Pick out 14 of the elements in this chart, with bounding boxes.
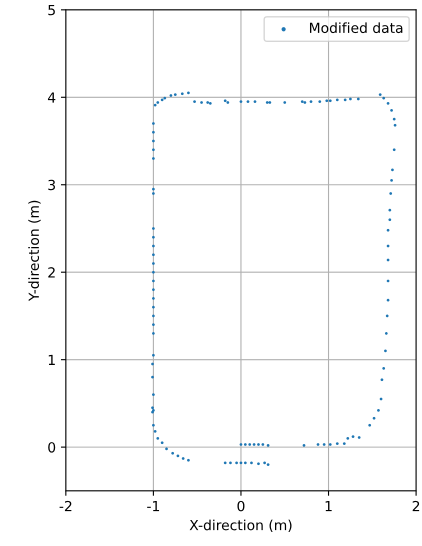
x-tick-label: 2 [412, 500, 420, 512]
x-tick-label: -2 [60, 500, 72, 512]
y-tick-label: 2 [48, 267, 55, 278]
x-tick-label: 0 [237, 500, 244, 512]
x-tick-label: 1 [326, 501, 332, 512]
x-tick-label: -1 [147, 501, 160, 512]
y-tick-label: 0 [48, 442, 56, 453]
y-tick-label: 1 [48, 354, 55, 365]
y-tick-label: 5 [48, 4, 55, 16]
y-axis-title: Y-direction (m) [28, 200, 41, 302]
legend-label: Modified data [310, 22, 402, 34]
y-tick-label: 3 [48, 180, 55, 190]
x-axis-title: X-direction (m) [190, 520, 292, 532]
y-tick-label: 4 [48, 92, 56, 103]
